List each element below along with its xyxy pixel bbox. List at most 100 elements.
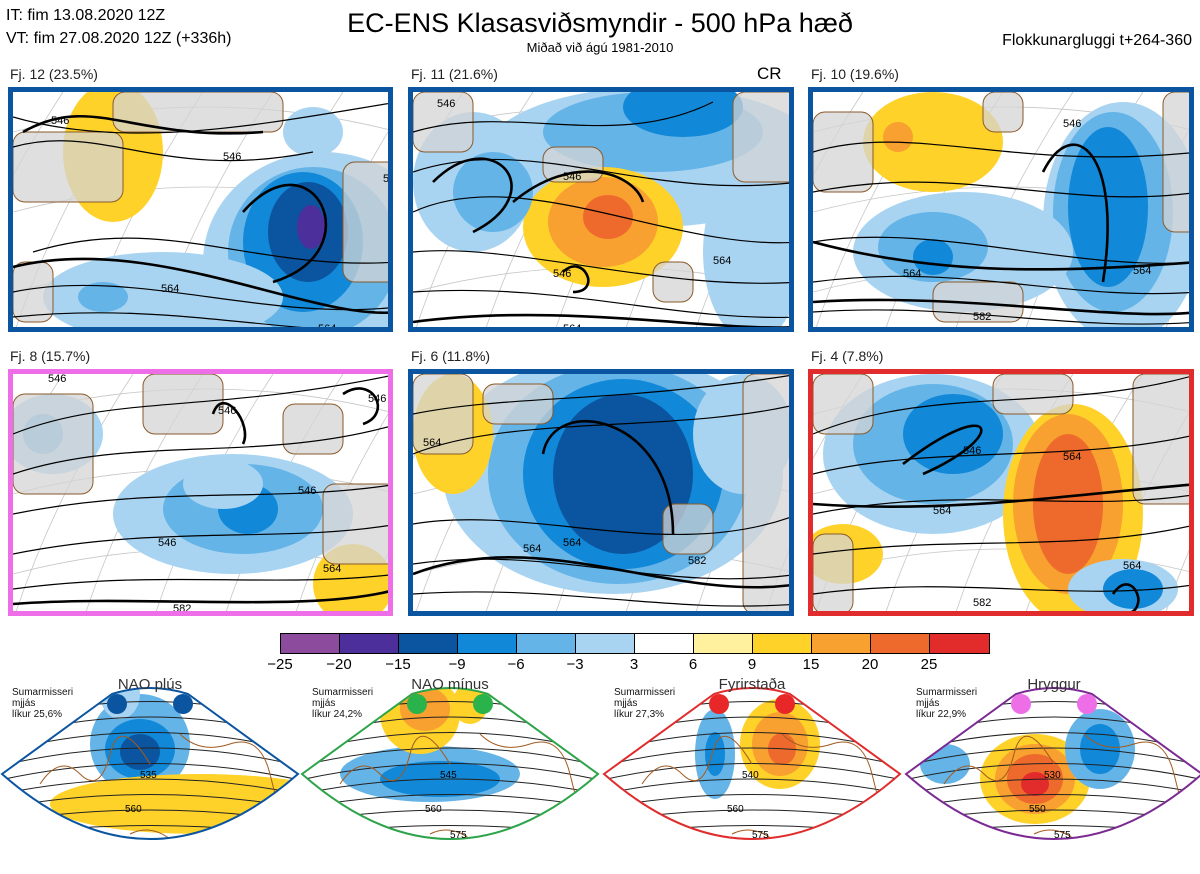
colorbar-segment bbox=[753, 634, 812, 653]
height-contour-bold bbox=[562, 265, 590, 294]
contour-label: 546 bbox=[368, 393, 386, 405]
contour-label: 546 bbox=[158, 537, 176, 549]
height-contour-bold bbox=[541, 420, 675, 535]
contour-label: 550 bbox=[1029, 804, 1046, 815]
valid-time: VT: fim 27.08.2020 12Z (+336h) bbox=[6, 30, 232, 47]
anomaly-shading bbox=[452, 688, 488, 724]
height-contour bbox=[2, 778, 298, 795]
regime-stats: Sumarmisseri mjjás líkur 25,6% bbox=[12, 687, 73, 720]
land-mass bbox=[112, 92, 284, 133]
colorbar-segment bbox=[340, 634, 399, 653]
height-contour bbox=[2, 747, 298, 767]
anomaly-shading bbox=[50, 774, 298, 834]
regime-dot bbox=[1077, 694, 1097, 714]
height-contour-bold bbox=[813, 240, 1189, 271]
height-contour-bold bbox=[211, 401, 247, 445]
colorbar-tick-label: −20 bbox=[326, 656, 352, 673]
land-mass bbox=[413, 374, 474, 455]
height-contour-bold bbox=[13, 590, 388, 606]
height-contour bbox=[413, 289, 789, 319]
contour-label: 560 bbox=[727, 804, 744, 815]
regime-map: 535 560 bbox=[0, 687, 300, 840]
colorbar-tick-label: 20 bbox=[861, 656, 879, 673]
contour-label: 564 bbox=[563, 323, 581, 332]
panel-label: Fj. 4 (7.8%) bbox=[811, 348, 884, 364]
height-contour bbox=[413, 405, 789, 455]
colorbar-segment bbox=[517, 634, 576, 653]
land-mass bbox=[982, 92, 1024, 133]
height-contour bbox=[813, 181, 1189, 198]
regime-border bbox=[602, 687, 902, 840]
land-mass bbox=[742, 374, 789, 611]
regime-dot bbox=[407, 694, 427, 714]
regime-stat-measure: mjjás bbox=[614, 698, 638, 709]
height-contour bbox=[906, 825, 1200, 837]
contour-label: 564 bbox=[323, 563, 341, 575]
colorbar-tick-label: −3 bbox=[566, 656, 584, 673]
map-canvas: 546 564 564 564 582 bbox=[813, 374, 1189, 611]
anomaly-shading bbox=[183, 459, 263, 509]
anomaly-shading bbox=[283, 107, 343, 157]
regime-stat-measure: mjjás bbox=[12, 698, 36, 709]
regime-name: Fyrirstaða bbox=[718, 676, 786, 693]
colorbar-segment bbox=[576, 634, 635, 653]
height-contour bbox=[302, 747, 598, 767]
cluster-map-11: 546 546 546 564 564 582 bbox=[408, 87, 794, 332]
colorbar-tick-label: 9 bbox=[747, 656, 757, 673]
height-contour bbox=[13, 103, 388, 134]
anomaly-shading bbox=[120, 734, 160, 770]
anomaly-shading bbox=[1018, 846, 1042, 862]
colorbar-tick-label: 25 bbox=[920, 656, 938, 673]
contour-label: 546 bbox=[218, 405, 236, 417]
contour-label: 564 bbox=[383, 173, 393, 185]
cluster-map-4: 546 564 564 564 582 bbox=[808, 369, 1194, 616]
colorbar-tick-label: −15 bbox=[385, 656, 411, 673]
map-canvas: 564 564 564 582 bbox=[413, 374, 789, 611]
colorbar-segment bbox=[281, 634, 340, 653]
height-contour bbox=[906, 778, 1200, 795]
land-mass bbox=[813, 111, 874, 193]
colorbar-tick-label: 6 bbox=[688, 656, 698, 673]
contour-label: 564 bbox=[318, 323, 336, 332]
regime-stat-season: Sumarmisseri bbox=[12, 687, 74, 698]
contour-label: 540 bbox=[742, 770, 759, 781]
contour-label: 564 bbox=[523, 543, 541, 555]
regime-dot bbox=[173, 694, 193, 714]
anomaly-shading bbox=[920, 744, 970, 784]
height-contour bbox=[13, 524, 388, 555]
land-mass bbox=[282, 403, 344, 455]
anomaly-shading bbox=[863, 92, 1003, 192]
land-mass bbox=[1162, 92, 1189, 233]
regime-dot bbox=[775, 694, 795, 714]
height-contour bbox=[13, 312, 303, 327]
contour-label: 582 bbox=[173, 603, 191, 615]
contour-label: 560 bbox=[125, 804, 142, 815]
contour-label: 546 bbox=[223, 151, 241, 163]
anomaly-shading bbox=[703, 162, 789, 327]
height-contour-bold bbox=[512, 170, 645, 203]
contour-label: 564 bbox=[903, 268, 921, 280]
colorbar-tick-label: −25 bbox=[267, 656, 293, 673]
height-contour bbox=[413, 196, 789, 244]
contour-label: 564 bbox=[161, 283, 179, 295]
panel-label: Fj. 6 (11.8%) bbox=[411, 348, 491, 364]
anomaly-shading bbox=[1080, 724, 1120, 774]
land-mass bbox=[652, 261, 694, 303]
anomaly-shading bbox=[453, 152, 533, 232]
anomaly-shading bbox=[78, 282, 128, 312]
anomaly-shading bbox=[1033, 434, 1103, 574]
contour-label: 582 bbox=[688, 555, 706, 567]
contour-label: 564 bbox=[1063, 451, 1081, 463]
height-contour bbox=[813, 525, 1189, 555]
height-contour-bold bbox=[1041, 143, 1109, 283]
regime-name: Hryggur bbox=[1027, 676, 1081, 693]
land-mass bbox=[13, 261, 54, 323]
regime-stat-prob: líkur 27,3% bbox=[614, 709, 665, 720]
contour-label: 560 bbox=[425, 804, 442, 815]
land-mass bbox=[813, 533, 854, 611]
regime-map: 540 560 575 bbox=[602, 687, 902, 841]
cluster-map-6: 564 564 564 582 bbox=[408, 369, 794, 616]
height-contour bbox=[413, 516, 789, 535]
regime-stats: Sumarmisseri mjjás líkur 27,3% bbox=[614, 687, 675, 720]
regime-stats: Sumarmisseri mjjás líkur 22,9% bbox=[916, 687, 977, 720]
